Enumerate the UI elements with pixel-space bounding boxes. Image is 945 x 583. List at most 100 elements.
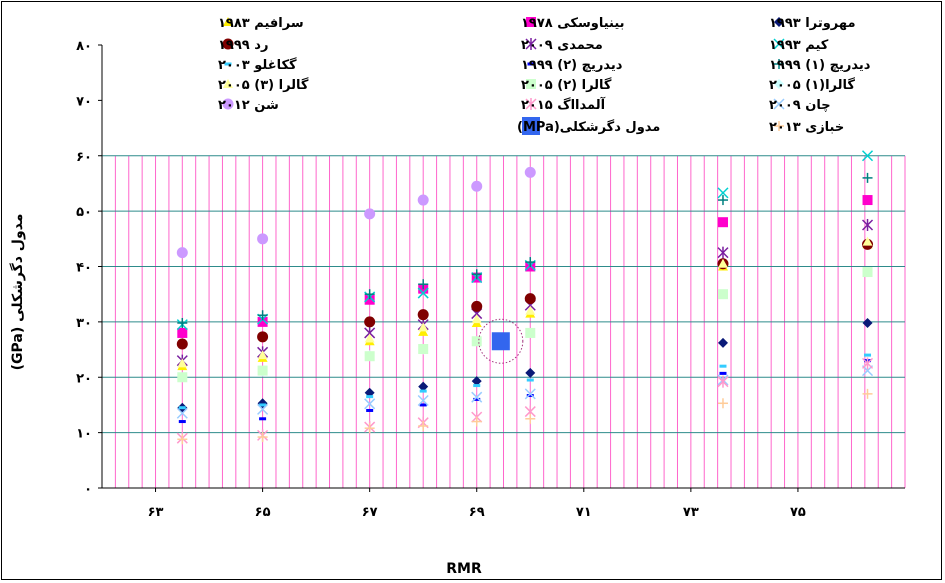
x-tick-label: ۷۵ [790, 505, 806, 520]
data-point [491, 332, 510, 351]
legend-item: سرافیم ۱۹۸۳ [218, 16, 304, 31]
data-point [364, 294, 375, 305]
data-point [364, 398, 376, 410]
y-tick-label: ۵۰ [76, 205, 92, 220]
series-6 [177, 172, 873, 328]
data-point [862, 267, 873, 278]
data-point [717, 258, 728, 268]
legend-label: بینیاوسکی ۱۹۷۸ [521, 16, 625, 31]
legend-label: خبازی ۲۰۱۳ [769, 120, 844, 135]
legend-item: خبازی ۲۰۱۳ [769, 120, 844, 135]
data-point [717, 337, 728, 348]
legend-label: محمدی ۲۰۰۹ [521, 38, 603, 53]
data-point [366, 395, 374, 399]
legend-item: گالرا(۱) ۲۰۰۵ [769, 77, 855, 93]
legend-item: رد ۱۹۹۹ [218, 38, 268, 53]
data-point [473, 384, 481, 388]
legend-item: چان ۲۰۰۹ [769, 98, 831, 113]
series-15 [177, 388, 873, 445]
data-point [471, 269, 482, 280]
legend-item: دیدریچ (۲) ۱۹۹۹ [521, 58, 623, 73]
legend: مهروترا ۱۹۹۳ بینیاوسکی ۱۹۷۸ سرافیم ۱۹۸۳ کیم… [218, 16, 871, 135]
legend-item: گالرا (۲) ۲۰۰۵ [521, 77, 612, 93]
legend-item: محمدی ۲۰۰۹ [521, 38, 603, 53]
legend-label: گکاغلو ۲۰۰۳ [218, 57, 297, 73]
x-tick-label: ۶۳ [148, 505, 164, 520]
data-point [178, 420, 186, 424]
data-point [176, 338, 188, 350]
legend-marker [224, 62, 232, 66]
x-tick-label: ۶۷ [362, 505, 378, 520]
data-point [717, 289, 728, 300]
legend-label: دیدریچ (۲) ۱۹۹۹ [521, 58, 623, 73]
data-point [418, 279, 429, 290]
data-point [525, 367, 536, 378]
data-point [364, 423, 375, 434]
highlight-ring [478, 318, 524, 364]
data-point [524, 293, 536, 305]
data-point [364, 208, 376, 220]
legend-label: گالرا(۱) ۲۰۰۵ [769, 77, 855, 93]
data-point [717, 246, 729, 259]
data-point [525, 413, 536, 424]
x-tick-label: ۶۹ [469, 505, 485, 520]
data-point [525, 305, 536, 315]
data-point [364, 316, 376, 328]
data-point [364, 333, 375, 343]
data-point [176, 407, 188, 419]
data-point [419, 389, 427, 393]
data-point [176, 247, 188, 259]
data-point [864, 353, 872, 357]
data-point [862, 236, 873, 246]
data-point [525, 327, 536, 338]
legend-label: سرافیم ۱۹۸۳ [218, 16, 304, 31]
y-tick-label: ۴۰ [76, 261, 92, 276]
data-point [364, 351, 375, 362]
legend-item: مدول دگرشکلی(MPa) [517, 117, 660, 135]
legend-label: دیدریچ (۱) ۱۹۹۹ [769, 58, 871, 73]
legend-marker [223, 79, 233, 88]
x-axis-title: RMR [446, 561, 482, 577]
data-point [473, 397, 481, 401]
data-point [719, 371, 727, 375]
legend-marker [774, 79, 784, 89]
data-point [861, 150, 874, 162]
data-point [257, 316, 268, 327]
legend-item: مهروترا ۱۹۹۳ [769, 16, 856, 31]
legend-item: بینیاوسکی ۱۹۷۸ [521, 16, 625, 31]
data-point [418, 322, 429, 332]
legend-label: شن ۲۰۱۲ [218, 98, 279, 113]
legend-item: گالرا (۳) ۲۰۰۵ [218, 77, 309, 93]
legend-marker [526, 79, 536, 89]
legend-marker [525, 38, 537, 50]
data-series [176, 150, 874, 445]
legend-label: گالرا (۳) ۲۰۰۵ [218, 77, 309, 93]
data-point [717, 195, 728, 206]
data-point [257, 350, 268, 360]
data-point [417, 394, 429, 407]
y-axis-title: مدول دگرشکلی (GPa) [9, 214, 26, 371]
y-tick-label: ۳۰ [76, 316, 92, 331]
legend-label: کیم ۱۹۹۳ [769, 38, 829, 53]
y-tick-label: ۶۰ [76, 150, 92, 165]
legend-marker [527, 62, 535, 66]
data-point [862, 172, 873, 183]
x-tick-label: ۶۵ [255, 505, 271, 520]
data-point [471, 336, 482, 347]
data-point [177, 372, 188, 383]
data-point [418, 420, 429, 431]
data-point [471, 180, 483, 192]
data-point [417, 194, 429, 206]
data-point [717, 187, 729, 199]
legend-label: مهروترا ۱۹۹۳ [769, 16, 856, 31]
data-point [259, 403, 267, 407]
data-point [257, 331, 269, 343]
series-14 [176, 166, 536, 259]
legend-item: گکاغلو ۲۰۰۳ [218, 57, 297, 73]
data-point [471, 416, 482, 427]
legend-item: شن ۲۰۱۲ [218, 98, 279, 113]
data-point [257, 233, 269, 245]
